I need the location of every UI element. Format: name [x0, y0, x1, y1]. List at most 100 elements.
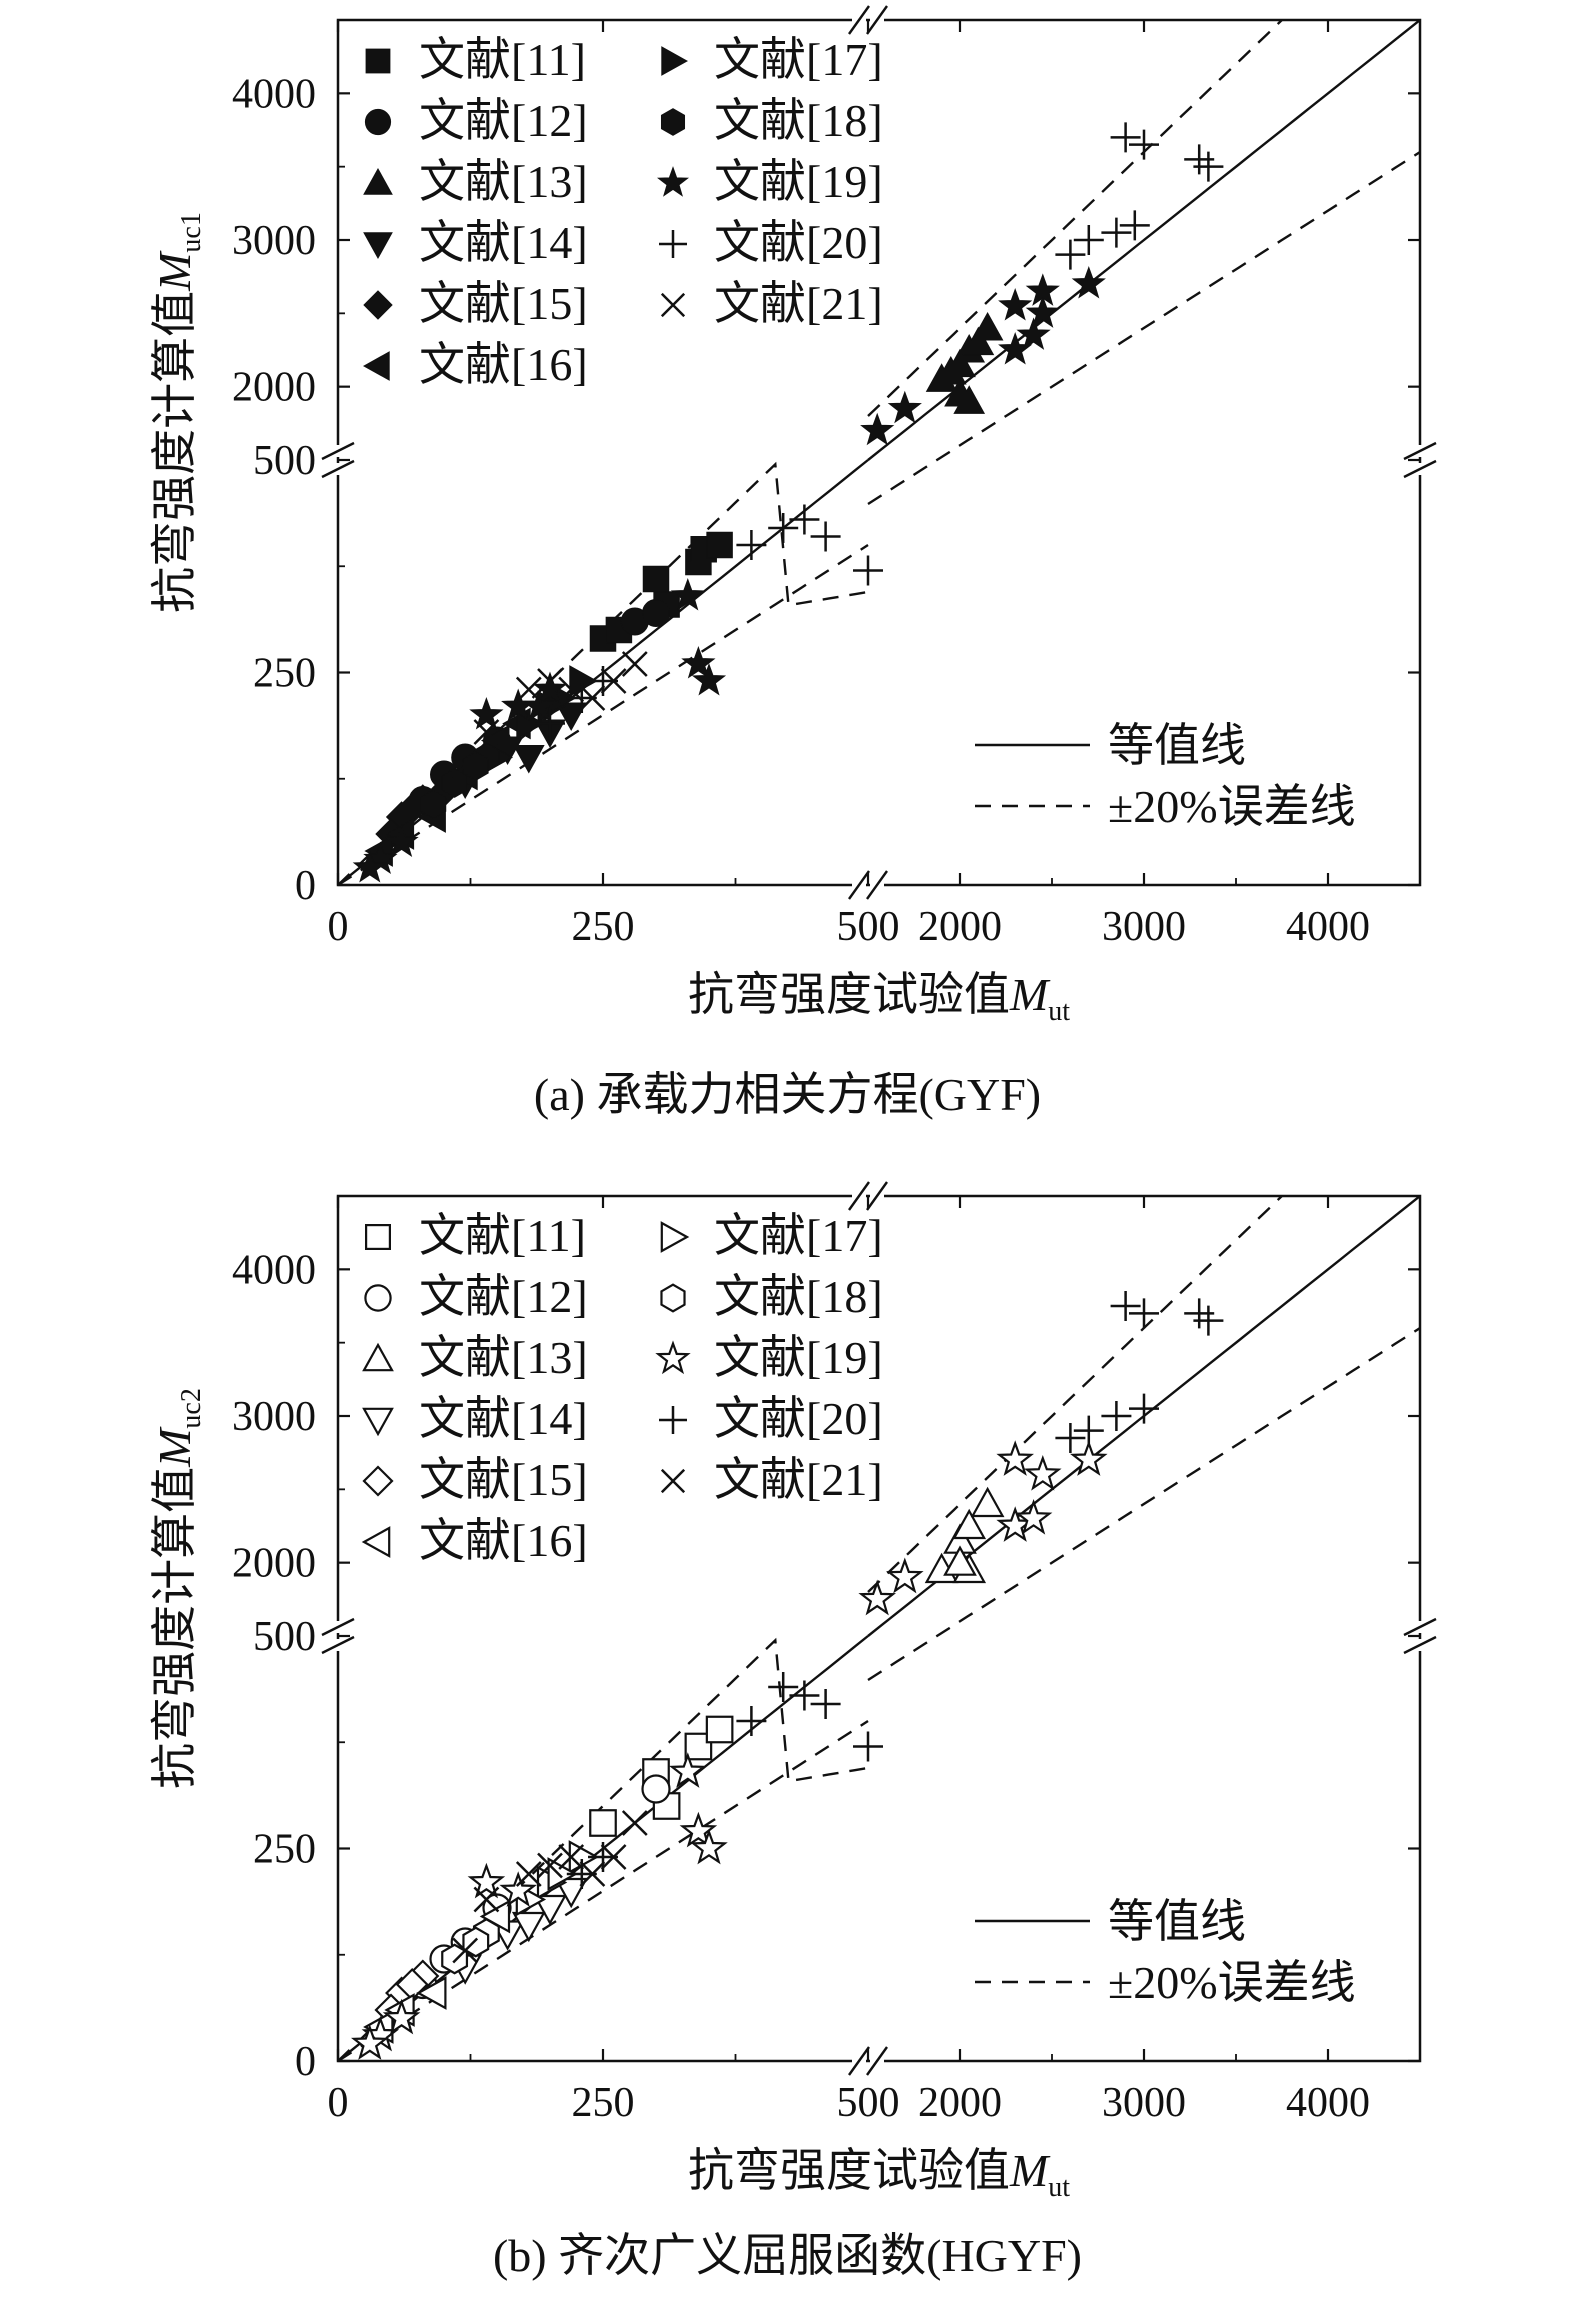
legend-label-diamond: 文献[15]	[419, 1454, 588, 1505]
legend-marker-triangle-down	[363, 232, 393, 260]
legend-marker-triangle-up	[363, 167, 393, 195]
legend-marker-triangle-up	[362, 1342, 394, 1372]
data-point-square	[642, 565, 670, 593]
data-point-plus	[789, 504, 820, 535]
y-break-mark-left-1	[321, 459, 355, 479]
data-point-triangle-down	[555, 702, 588, 732]
x-axis-label-subscript: ut	[1048, 2172, 1070, 2203]
data-points-a	[352, 122, 1224, 883]
data-point-star	[996, 1440, 1034, 1476]
legend-marker-diamond	[363, 290, 393, 320]
data-point-x	[558, 676, 585, 703]
legend-marker-triangle-left	[362, 351, 390, 381]
series-hexagon	[441, 1917, 500, 1975]
data-point-star	[1070, 1440, 1108, 1476]
y-tick-label-3: 2000	[232, 1541, 316, 1587]
data-point-hexagon	[420, 789, 447, 820]
y-tick-label-0: 0	[295, 2039, 316, 2085]
y-break-mark-left-0	[321, 441, 355, 461]
data-point-circle	[641, 1774, 671, 1804]
ticks-a: 00 250 250 500 500 2000 2000 3000 3000 4000 4000	[232, 20, 1420, 950]
legend-marker-triangle-right	[660, 1221, 690, 1253]
legend-label-square: 文献[11]	[419, 34, 586, 85]
legend-marker-circle	[364, 1284, 392, 1312]
series-x	[452, 651, 648, 779]
lower-20pct-line-seg0	[338, 1719, 869, 2061]
data-point-triangle-down	[554, 1877, 589, 1909]
legend-label-hexagon: 文献[18]	[714, 95, 883, 146]
data-point-x	[515, 676, 542, 703]
x-axis-label-subscript: ut	[1048, 996, 1070, 1027]
x-break-mark-top-1	[866, 1181, 888, 1211]
series-triangle-up	[924, 1486, 1005, 1584]
data-point-star	[532, 671, 568, 704]
legend-label-hexagon: 文献[18]	[714, 1271, 883, 1322]
y-break-mark-left-0	[321, 1617, 355, 1637]
data-point-star	[670, 578, 705, 611]
ticks-b: 00 250 250 500 500 2000 2000 3000 3000 4000 4000	[232, 1196, 1420, 2126]
data-point-triangle-up	[971, 311, 1004, 341]
caption-b: (b) 齐次广义屈服函数(HGYF)	[492, 2230, 1082, 2281]
data-point-plus	[1129, 129, 1159, 160]
data-point-plus	[1101, 217, 1132, 248]
legend-marker-triangle-down	[362, 1407, 394, 1437]
data-point-x	[558, 1844, 585, 1870]
data-point-triangle-down	[533, 1894, 567, 1926]
x-tick-label-1: 250	[572, 2080, 635, 2126]
data-point-plus	[853, 1731, 883, 1762]
data-point-plus	[1193, 151, 1224, 182]
legend-label-square: 文献[11]	[419, 1210, 586, 1261]
x-tick-label-2: 500	[837, 2080, 900, 2126]
data-point-triangle-up	[952, 1508, 987, 1540]
data-point-x	[579, 1861, 606, 1887]
data-point-star	[669, 1752, 707, 1788]
data-point-plus	[1055, 1423, 1086, 1453]
legend-label-triangle-down: 文献[14]	[419, 1393, 588, 1444]
y-tick-label-2: 500	[253, 438, 316, 484]
data-point-star	[1071, 266, 1106, 299]
data-point-plus	[768, 1672, 799, 1702]
data-point-x	[537, 668, 563, 694]
data-point-x	[621, 1810, 648, 1836]
y-break-mark-right-1	[1403, 1635, 1437, 1655]
legend-label-triangle-down: 文献[14]	[419, 217, 588, 268]
data-point-triangle-down	[512, 745, 545, 774]
data-point-plus	[810, 521, 841, 552]
data-point-plus	[768, 513, 799, 543]
data-point-plus	[1193, 1305, 1224, 1336]
axis-breaks-a	[321, 5, 1437, 900]
data-point-triangle-up	[944, 377, 976, 407]
data-point-hexagon	[441, 768, 468, 798]
legend-marker-triangle-right	[661, 46, 689, 76]
data-point-plus	[736, 530, 767, 560]
legend-marker-x	[660, 292, 686, 318]
marker-legend-a: 文献[11] 文献[12] 文献[13] 文献[14] 文献[15] 文献[16] 文献[1…	[362, 34, 883, 390]
chart-b-svg: 00 250 250 500 500 2000 2000 3000 3000 4000 4000 抗弯…	[149, 1181, 1437, 2203]
series-star	[351, 1440, 1108, 2060]
data-point-triangle-up	[943, 1545, 977, 1576]
data-point-hexagon	[462, 751, 489, 781]
legend-marker-star	[655, 1340, 691, 1375]
series-triangle-down	[448, 1877, 589, 1985]
y-axis-label-a: 抗弯强度计算值Muc1	[149, 212, 207, 613]
y-tick-label-1: 250	[253, 651, 316, 697]
data-point-plus	[535, 708, 565, 739]
data-point-plus	[1110, 122, 1141, 153]
legend-label-equal-line: 等值线	[1108, 1896, 1246, 1947]
series-star	[352, 266, 1106, 883]
y-break-mark-right-0	[1403, 441, 1437, 461]
data-point-triangle-up	[970, 1486, 1005, 1518]
y-axis-label-main: 抗弯强度计算值	[149, 291, 200, 613]
data-point-star	[1016, 317, 1051, 350]
data-points-b	[351, 1291, 1224, 2060]
data-point-plus	[1129, 1393, 1159, 1424]
legend-marker-hexagon	[660, 1283, 686, 1313]
data-point-circle	[642, 599, 670, 627]
data-point-plus	[1073, 225, 1104, 255]
legend-label-circle: 文献[12]	[419, 1271, 588, 1322]
data-point-triangle-up	[934, 355, 967, 385]
legend-marker-triangle-left	[361, 1526, 391, 1558]
data-point-star	[1014, 1498, 1053, 1535]
y-break-mark-right-1	[1403, 459, 1437, 479]
data-point-x	[473, 1886, 500, 1913]
